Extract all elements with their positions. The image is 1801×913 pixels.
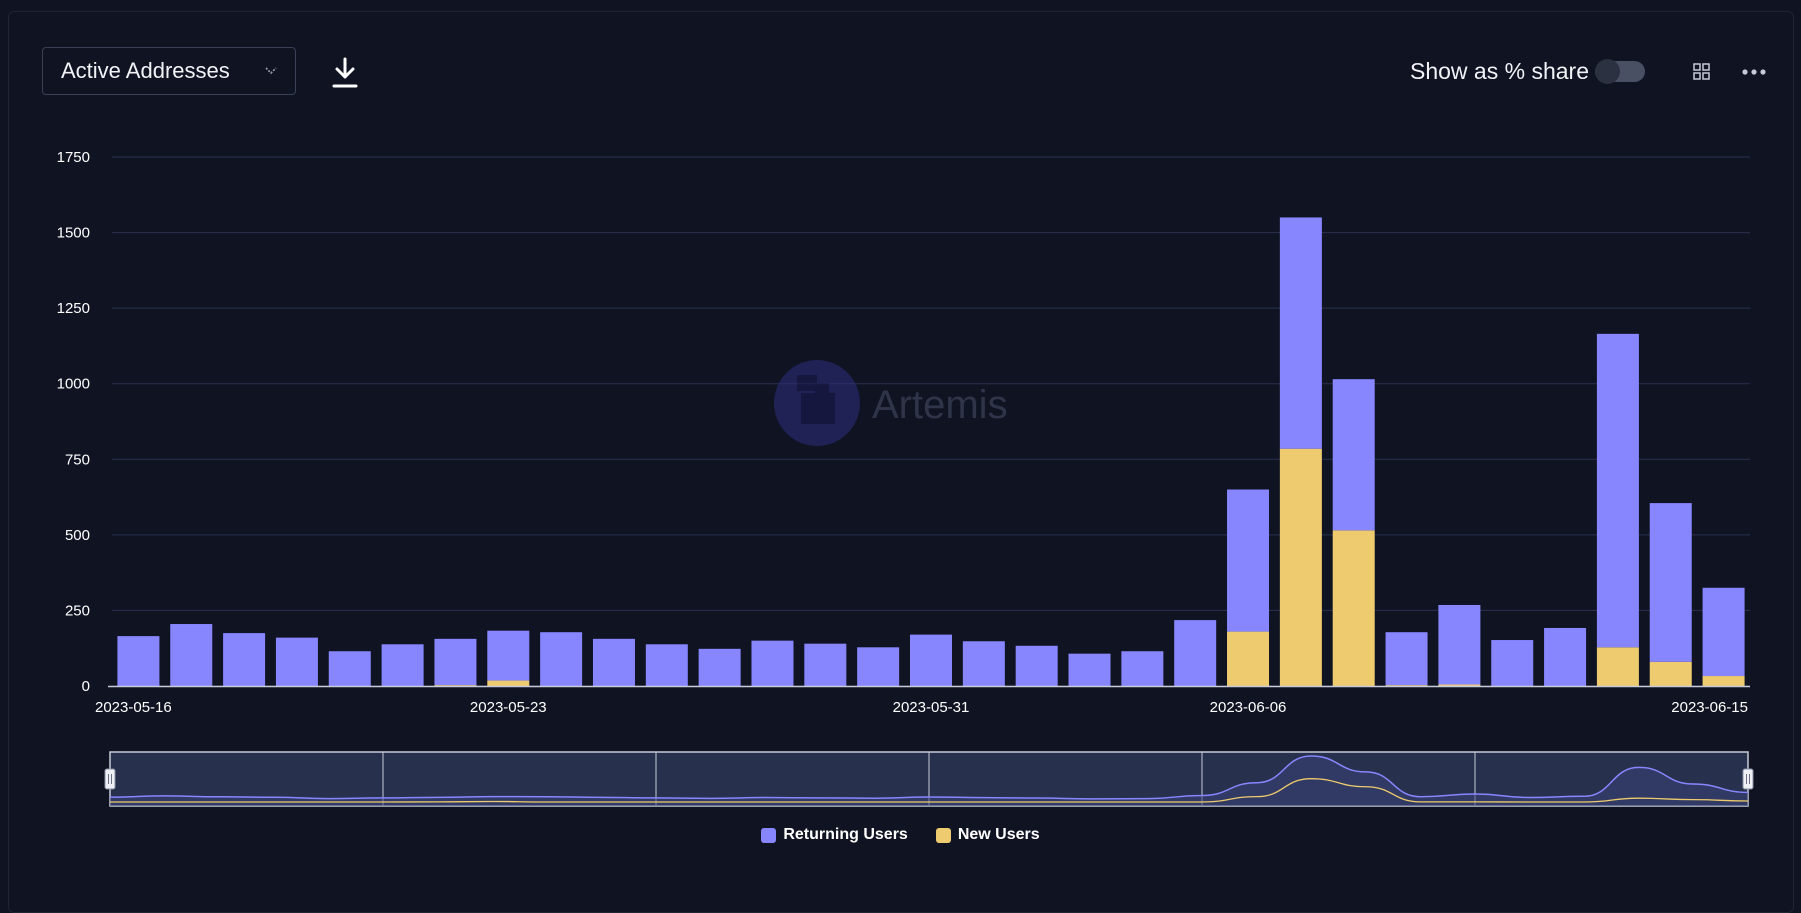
bar-returning-users bbox=[1279, 217, 1322, 449]
bar-returning-users bbox=[698, 648, 741, 686]
bar-returning-users bbox=[592, 638, 635, 686]
bar-new-users bbox=[1279, 448, 1322, 686]
x-axis-ticks: 2023-05-16 2023-05-23 2023-05-31 2023-06-06… bbox=[95, 699, 1748, 716]
toggle-knob bbox=[1595, 59, 1620, 84]
bar-returning-users bbox=[1174, 620, 1217, 686]
bar-new-users bbox=[434, 685, 477, 686]
legend-item-returning[interactable]: Returning Users bbox=[761, 826, 908, 844]
bar-returning-users bbox=[1491, 640, 1534, 686]
bar-returning-users bbox=[1596, 333, 1639, 648]
chart-toolbar: Active Addresses Show as % share bbox=[0, 0, 1801, 110]
legend-item-new[interactable]: New Users bbox=[935, 826, 1040, 844]
download-icon[interactable] bbox=[330, 56, 360, 90]
bar-returning-users bbox=[1385, 632, 1428, 686]
bar-returning-users bbox=[117, 636, 160, 686]
bar-new-users bbox=[1438, 684, 1481, 686]
bar-new-users bbox=[1385, 685, 1428, 686]
bar-returning-users bbox=[910, 634, 952, 686]
y-axis-ticks: 0 250 500 750 1000 1250 1500 1750 bbox=[57, 149, 90, 695]
y-tick-label: 500 bbox=[65, 527, 90, 544]
navigator-area bbox=[110, 756, 1748, 806]
y-tick-label: 1000 bbox=[57, 376, 90, 393]
y-tick-label: 1750 bbox=[57, 149, 90, 166]
bar-returning-users bbox=[328, 651, 371, 686]
navigator-line-returning bbox=[109, 755, 1749, 800]
bar-returning-users bbox=[1649, 503, 1692, 662]
bar-returning-users bbox=[1227, 489, 1270, 632]
bar-returning-users bbox=[1332, 379, 1375, 531]
legend-label-returning: Returning Users bbox=[783, 826, 908, 843]
bar-returning-users bbox=[1438, 604, 1481, 685]
bar-new-users bbox=[1702, 676, 1745, 686]
x-tick-label: 2023-06-06 bbox=[1210, 699, 1287, 716]
navigator-line-new bbox=[110, 778, 1749, 803]
bar-returning-users bbox=[1121, 651, 1164, 686]
y-tick-label: 250 bbox=[65, 602, 90, 619]
bar-returning-users bbox=[223, 633, 266, 686]
navigator-handle-right bbox=[1742, 768, 1754, 790]
grid-icon[interactable] bbox=[1693, 63, 1710, 80]
watermark-text: Artemis bbox=[872, 383, 1008, 427]
bar-new-users bbox=[1227, 631, 1270, 686]
bar-returning-users bbox=[1702, 587, 1745, 677]
bar-new-users bbox=[1596, 647, 1639, 686]
bar-new-users bbox=[1649, 661, 1692, 686]
bar-returning-users bbox=[275, 637, 318, 686]
bar-returning-users bbox=[540, 632, 583, 686]
bar-new-users bbox=[487, 680, 530, 686]
legend-swatch-new bbox=[935, 827, 951, 843]
navigator-handle-left bbox=[104, 768, 116, 790]
y-tick-label: 0 bbox=[82, 678, 90, 695]
metric-select[interactable]: Active Addresses bbox=[42, 47, 296, 95]
bar-returning-users bbox=[804, 643, 847, 686]
bar-returning-users bbox=[962, 641, 1005, 686]
bar-returning-users bbox=[381, 644, 424, 686]
bar-returning-users bbox=[857, 647, 900, 686]
metric-select-label: Active Addresses bbox=[61, 58, 230, 83]
bar-returning-users bbox=[487, 630, 530, 681]
y-tick-label: 1250 bbox=[57, 300, 90, 317]
bar-returning-users bbox=[434, 638, 477, 686]
share-toggle[interactable] bbox=[1595, 59, 1645, 84]
share-toggle-label: Show as % share bbox=[1410, 58, 1589, 84]
bar-returning-users bbox=[751, 640, 794, 686]
bar-returning-users bbox=[1068, 653, 1111, 686]
legend-label-new: New Users bbox=[957, 826, 1040, 843]
bars bbox=[108, 217, 1750, 688]
bar-returning-users bbox=[645, 644, 688, 686]
bar-chart: Artemis 0 250 500 750 1000 1250 1500 1750 2023-… bbox=[57, 149, 1754, 807]
bar-returning-users bbox=[1015, 645, 1058, 686]
chevron-down-icon bbox=[265, 67, 277, 75]
bar-new-users bbox=[1332, 530, 1375, 686]
y-tick-label: 750 bbox=[65, 451, 90, 468]
bar-returning-users bbox=[1544, 627, 1587, 686]
x-tick-label: 2023-05-31 bbox=[893, 699, 970, 716]
x-tick-label: 2023-06-15 bbox=[1671, 699, 1748, 716]
legend-swatch-returning bbox=[761, 827, 777, 843]
x-tick-label: 2023-05-16 bbox=[95, 699, 172, 716]
range-navigator[interactable] bbox=[104, 751, 1754, 807]
more-options-icon[interactable] bbox=[1741, 63, 1767, 81]
x-tick-label: 2023-05-23 bbox=[470, 699, 547, 716]
legend: Returning Users New Users bbox=[0, 826, 1801, 844]
artemis-watermark: Artemis bbox=[774, 360, 1008, 446]
bar-returning-users bbox=[170, 624, 213, 686]
y-tick-label: 1500 bbox=[57, 225, 90, 242]
